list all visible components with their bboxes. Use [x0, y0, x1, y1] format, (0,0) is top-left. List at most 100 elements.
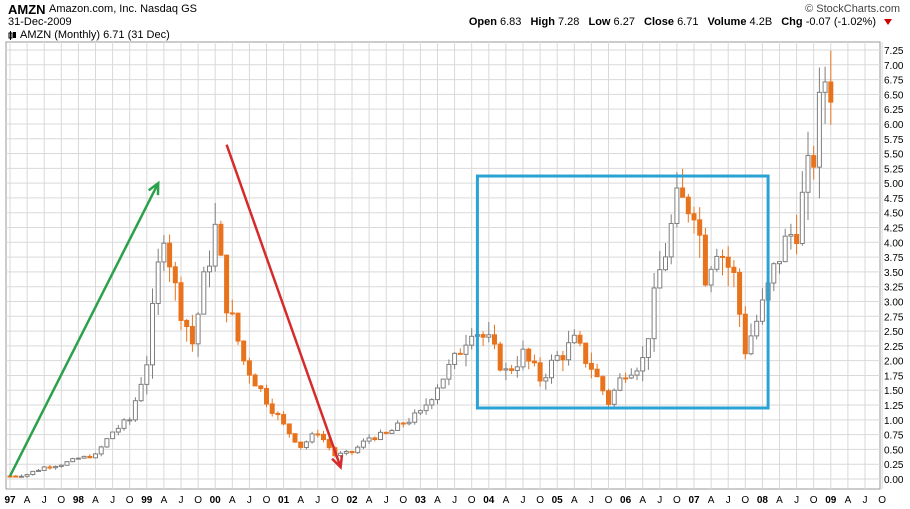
- y-tick-label: 1.50: [884, 386, 904, 397]
- candle: [360, 438, 366, 449]
- candle: [799, 171, 805, 246]
- candle-body-up: [429, 399, 435, 406]
- x-tick-label: O: [605, 495, 613, 506]
- candle: [241, 340, 247, 366]
- x-tick-label: O: [263, 495, 271, 506]
- candle: [201, 266, 207, 315]
- candle-body-down: [697, 219, 703, 236]
- red-arrowhead: [331, 455, 344, 470]
- candle-body-up: [657, 269, 663, 289]
- candle-body-down: [742, 313, 748, 355]
- candle: [417, 409, 423, 416]
- y-tick-label: 6.25: [884, 105, 904, 116]
- candle: [480, 331, 486, 346]
- x-tick-label: J: [179, 495, 184, 506]
- candle-body-down: [731, 266, 737, 273]
- candle-body-up: [132, 400, 138, 421]
- candle-body-up: [674, 187, 680, 224]
- x-tick-label: O: [194, 495, 202, 506]
- candle-body-down: [286, 423, 292, 435]
- candle: [469, 328, 475, 350]
- y-tick-label: 4.75: [884, 194, 904, 205]
- candle: [543, 373, 549, 390]
- candle-body-up: [782, 235, 788, 263]
- candlestick-icon: [8, 30, 17, 40]
- candle-body-up: [121, 419, 127, 429]
- candle: [668, 214, 674, 265]
- y-tick-label: 6.50: [884, 90, 904, 101]
- candle-body-up: [514, 366, 520, 371]
- candle: [560, 350, 566, 372]
- candle: [457, 348, 463, 355]
- candle-body-up: [212, 223, 218, 267]
- candle-body-down: [600, 376, 606, 392]
- company-label: Amazon.com, Inc.: [49, 3, 138, 15]
- x-tick-label: J: [863, 495, 868, 506]
- candle-body-up: [18, 475, 24, 478]
- candle: [731, 260, 737, 288]
- candle-body-down: [269, 403, 275, 414]
- stockcharts-brand[interactable]: © StockCharts.com: [805, 3, 900, 15]
- high-value: 7.28: [558, 16, 580, 28]
- candle: [537, 357, 543, 387]
- candle: [697, 207, 703, 258]
- candle-body-up: [663, 256, 668, 271]
- candle: [269, 398, 275, 417]
- high-label: High: [530, 16, 555, 28]
- candle-body-down: [172, 266, 178, 284]
- candle: [509, 364, 515, 375]
- x-tick-label: A: [229, 495, 236, 506]
- chg-value: -0.07 (-1.02%): [805, 16, 876, 28]
- candle-body-up: [417, 410, 423, 414]
- candle: [252, 373, 258, 387]
- candle: [714, 248, 720, 272]
- candle: [264, 384, 269, 408]
- candle-body-up: [771, 263, 777, 284]
- candle-body-up: [486, 334, 492, 338]
- x-tick-label: J: [42, 495, 47, 506]
- candle: [486, 322, 492, 343]
- x-tick-label: J: [315, 495, 320, 506]
- candle: [224, 254, 230, 323]
- candle-body-up: [651, 287, 657, 340]
- candle: [623, 372, 629, 383]
- candle: [41, 465, 47, 471]
- x-tick-label: J: [110, 495, 115, 506]
- y-tick-label: 5.00: [884, 179, 904, 190]
- candle: [514, 356, 520, 378]
- candle-body-down: [292, 433, 298, 443]
- candle-body-down: [811, 155, 817, 168]
- candle: [663, 242, 668, 272]
- candle: [104, 438, 110, 448]
- candle-body-up: [93, 453, 98, 459]
- candle: [771, 262, 777, 292]
- candle-body-down: [492, 334, 497, 345]
- x-tick-label: J: [452, 495, 457, 506]
- candle-body-down: [828, 81, 834, 103]
- candle: [286, 423, 292, 438]
- candle-body-up: [115, 427, 121, 433]
- candle-body-down: [298, 441, 304, 448]
- candle-body-down: [509, 368, 515, 371]
- y-tick-label: 1.75: [884, 371, 904, 382]
- x-tick-label: J: [794, 495, 799, 506]
- candle: [577, 330, 583, 347]
- candle-body-down: [241, 340, 247, 362]
- candle-body-up: [822, 81, 828, 93]
- candle-body-up: [554, 355, 560, 361]
- x-tick-label: O: [331, 495, 339, 506]
- candle: [349, 450, 355, 456]
- candle-body-down: [218, 223, 224, 256]
- y-tick-label: 2.75: [884, 312, 904, 323]
- candle-body-up: [309, 433, 315, 443]
- candle-body-up: [64, 461, 70, 466]
- x-tick-label: 07: [688, 495, 700, 506]
- candle: [805, 131, 811, 221]
- candle: [492, 324, 497, 350]
- candle: [309, 431, 315, 444]
- x-tick-label: A: [639, 495, 646, 506]
- ticker-symbol: AMZN: [8, 2, 46, 17]
- candle: [566, 330, 572, 366]
- candle: [246, 357, 252, 384]
